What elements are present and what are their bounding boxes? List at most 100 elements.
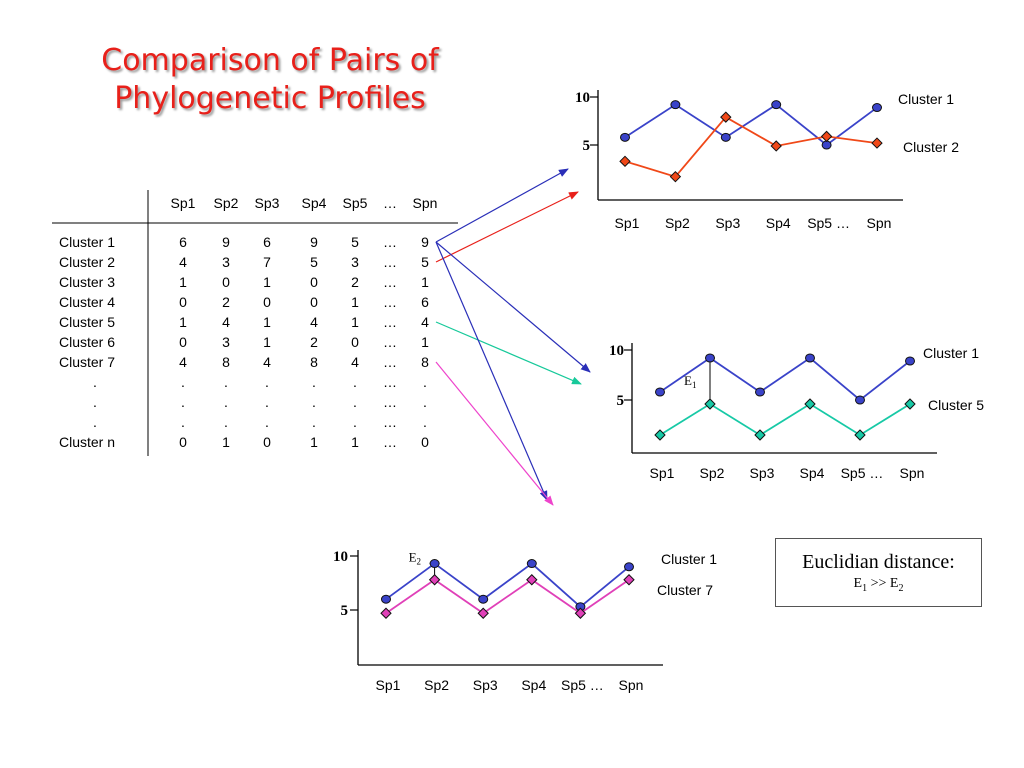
data-point-marker (821, 140, 832, 150)
table-cell: 0 (351, 334, 359, 350)
data-point-marker (655, 387, 665, 397)
x-tick-label: Sp4 (800, 465, 825, 481)
data-point-marker (623, 574, 635, 586)
e2-subscript: 2 (898, 582, 904, 594)
x-tick-label: Sp3 (715, 215, 740, 231)
distance-label: E2 (409, 550, 421, 567)
series-line (624, 116, 878, 178)
data-point-marker (429, 559, 440, 569)
euclidean-distance-box: Euclidian distance: E1 >> E2 (775, 538, 982, 607)
x-tick-label: Sp1 (650, 465, 675, 481)
x-tick-label: Sp3 (750, 465, 775, 481)
profile-matrix-table: Sp1 Sp2 Sp3 Sp4 Sp5 … Spn Cluster 1 6 9 6 9 5 … 9 Clust… (52, 190, 458, 456)
data-point-marker (770, 140, 782, 152)
table-cell: . (423, 394, 427, 410)
table-cell: . (224, 414, 228, 430)
table-cell: 0 (310, 294, 318, 310)
row-label: Cluster n (59, 434, 115, 450)
x-tick-label: Sp4 (766, 215, 791, 231)
table-cell: . (312, 394, 316, 410)
y-tick-label: 5 (583, 138, 591, 154)
table-cell: . (353, 414, 357, 430)
table-cell: … (383, 254, 397, 270)
data-point-marker (855, 395, 865, 405)
row-label: . (93, 394, 97, 410)
data-point-marker (771, 100, 782, 110)
table-cell: 2 (310, 334, 318, 350)
series-line (385, 562, 630, 608)
table-cell: 8 (310, 354, 318, 370)
x-tick-label: Sp2 (665, 215, 690, 231)
relation-symbol: >> (867, 576, 890, 591)
data-point-marker (670, 100, 681, 110)
table-cell: . (423, 414, 427, 430)
x-tick-label: Sp1 (615, 215, 640, 231)
series-line (624, 103, 878, 147)
table-cell: 1 (310, 434, 318, 450)
row-label: Cluster 4 (59, 294, 115, 310)
mapping-arrow (435, 241, 591, 373)
y-tick-label: 5 (341, 603, 349, 619)
data-point-marker (526, 559, 537, 569)
x-tick-label: Spn (867, 215, 892, 231)
table-cell: 8 (222, 354, 230, 370)
table-cell: 0 (222, 274, 230, 290)
table-cell: 4 (351, 354, 359, 370)
chart-3: 10 5 Sp1 Sp2 Sp3 Sp4 Sp5 … Spn E2 Cluster 1 Cluste… (333, 549, 717, 693)
table-cell: 1 (222, 434, 230, 450)
y-tick-label: 10 (333, 549, 348, 565)
row-label: . (93, 414, 97, 430)
table-cell: 6 (179, 234, 187, 250)
table-cell: 1 (179, 314, 187, 330)
x-tick-label: Sp4 (521, 677, 546, 693)
legend-label: Cluster 5 (928, 397, 984, 413)
data-point-marker (905, 356, 915, 366)
legend-label: Cluster 2 (903, 139, 959, 155)
table-cell: 0 (263, 434, 271, 450)
y-tick-label: 5 (617, 393, 625, 409)
table-cell: . (265, 394, 269, 410)
column-header: Spn (413, 195, 438, 211)
table-cell: . (181, 374, 185, 390)
legend-label: Cluster 7 (657, 582, 713, 598)
series-line (659, 356, 911, 402)
title-line-1: Comparison of Pairs of (101, 43, 439, 78)
table-cell: 9 (310, 234, 318, 250)
distance-label: E1 (684, 373, 696, 390)
data-point-marker (381, 594, 391, 604)
distance-relation: E1 >> E2 (776, 576, 981, 594)
data-point-marker (871, 137, 883, 149)
mapping-arrow (435, 168, 569, 243)
table-cell: 1 (351, 314, 359, 330)
x-tick-label: Sp1 (376, 677, 401, 693)
row-label: . (93, 374, 97, 390)
distance-title: Euclidian distance: (802, 551, 955, 573)
table-cell: . (265, 414, 269, 430)
table-cell: 3 (222, 334, 230, 350)
series-line (385, 578, 630, 615)
column-header: Sp1 (171, 195, 196, 211)
table-cell: 4 (222, 314, 230, 330)
table-cell: 3 (222, 254, 230, 270)
e1-subscript: 1 (862, 582, 868, 594)
table-cell: 4 (263, 354, 271, 370)
mapping-arrow (435, 321, 582, 385)
x-tick-label: Spn (619, 677, 644, 693)
slide-title: Comparison of Pairs of Phylogenetic Prof… (60, 42, 480, 118)
table-cell: 1 (263, 334, 271, 350)
table-cell: . (423, 374, 427, 390)
table-cell: 0 (421, 434, 429, 450)
table-cell: … (383, 354, 397, 370)
legend-label: Cluster 1 (923, 345, 979, 361)
table-cell: 3 (351, 254, 359, 270)
e1-label: E (853, 576, 863, 591)
row-label: Cluster 2 (59, 254, 115, 270)
table-cell: … (383, 274, 397, 290)
mapping-arrow (435, 361, 554, 506)
table-cell: . (224, 374, 228, 390)
x-tick-label: Spn (900, 465, 925, 481)
data-point-marker (574, 607, 587, 619)
x-tick-label: Sp2 (424, 677, 449, 693)
table-cell: 4 (421, 314, 429, 330)
table-cell: . (181, 394, 185, 410)
